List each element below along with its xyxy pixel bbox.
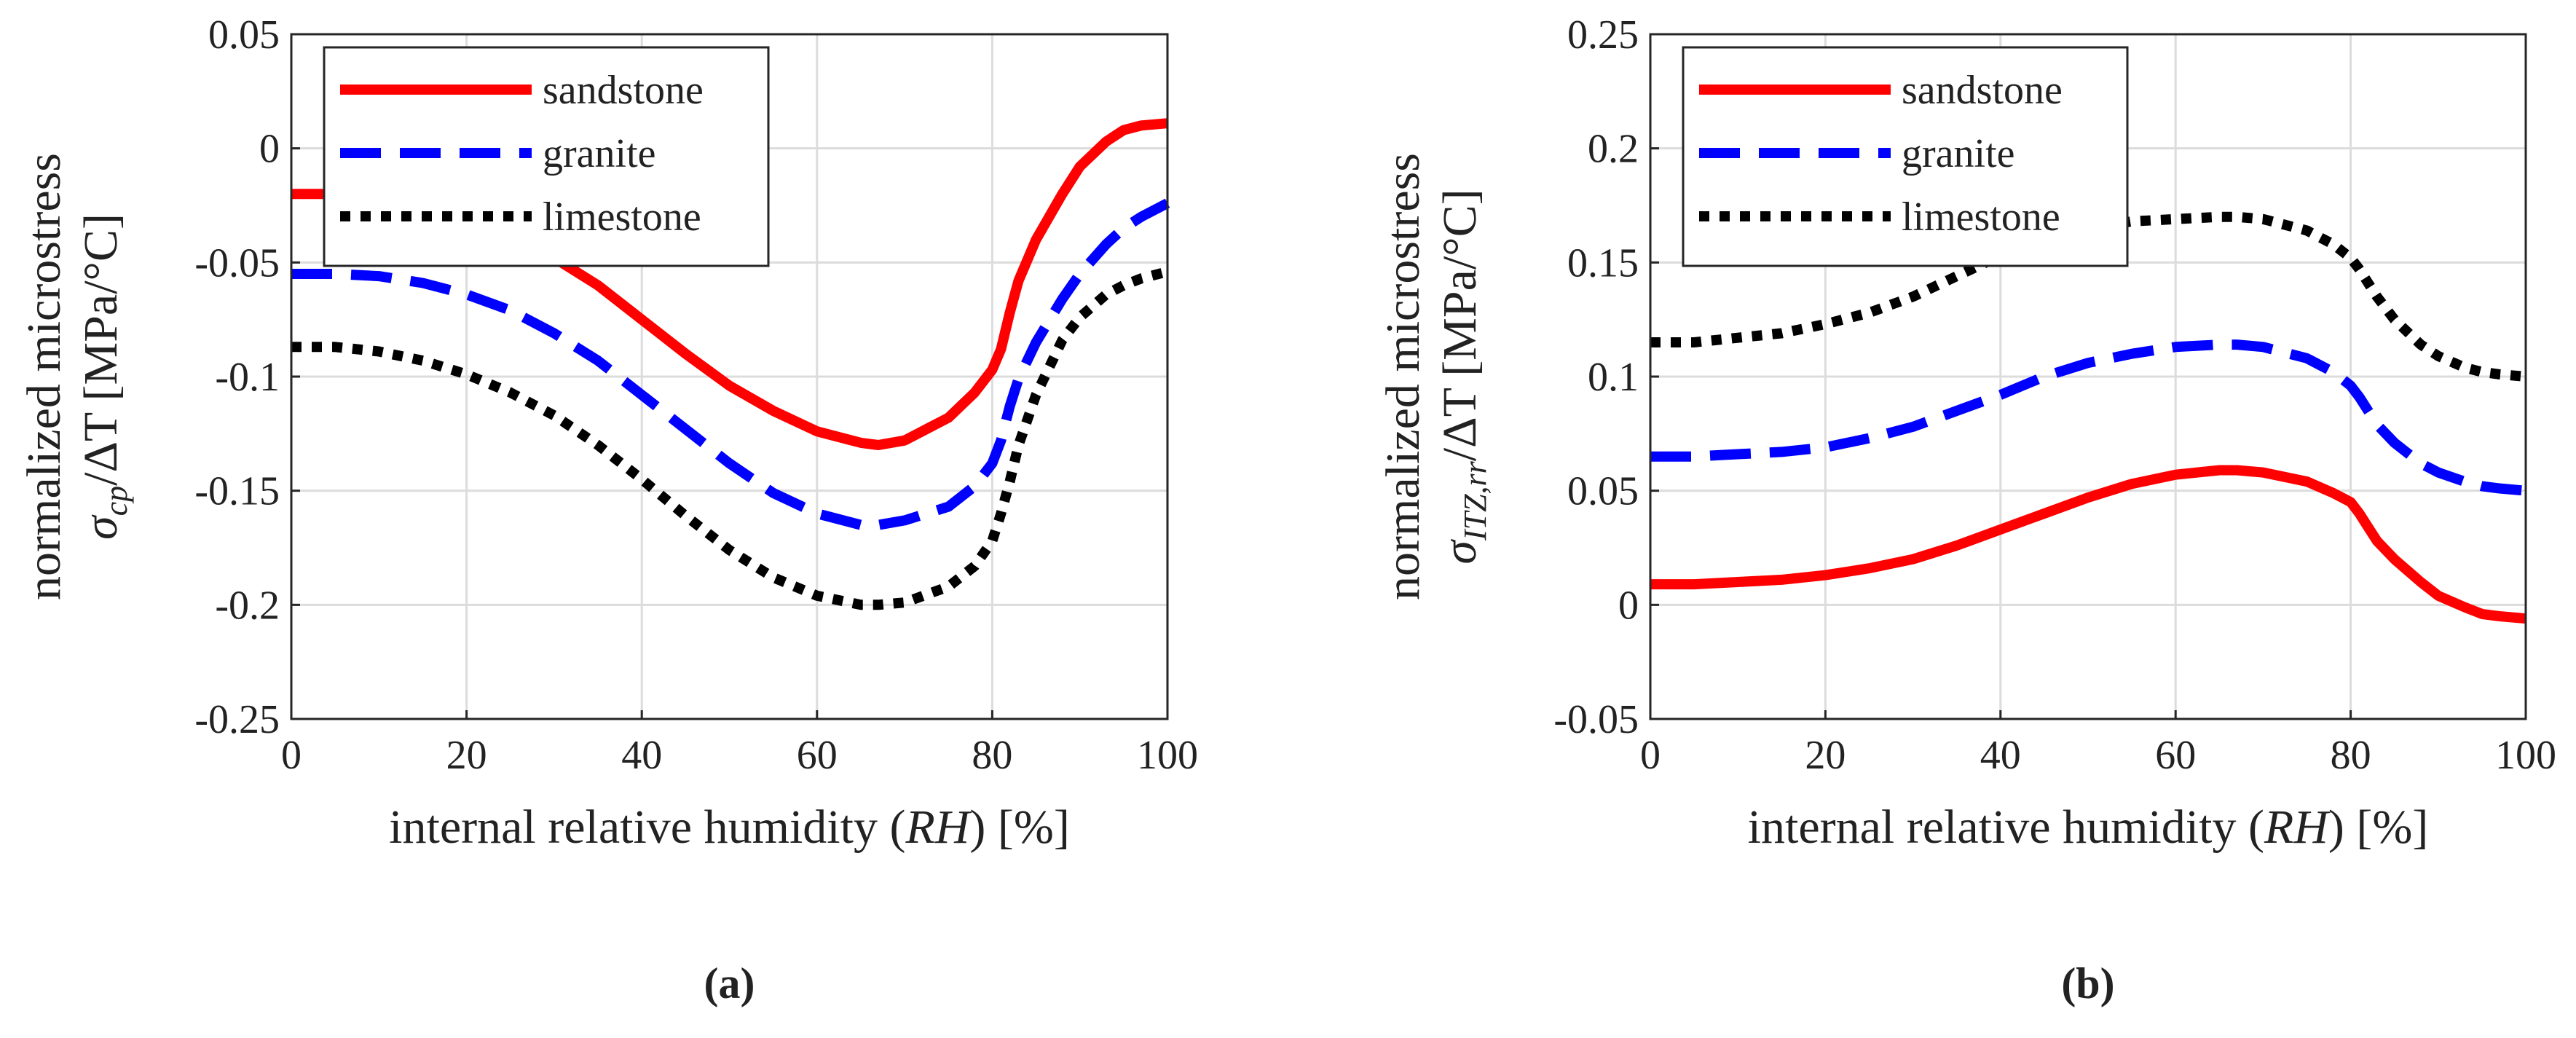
chart-a-y-tick-label: -0.15: [194, 469, 280, 514]
chart-b-y-axis-label-line1: normalized microstress: [1376, 153, 1430, 600]
chart-a-x-axis-label: internal relative humidity (RH) [%]: [389, 801, 1070, 854]
chart-a-legend: sandstone granite limestone: [323, 46, 770, 267]
chart-panel-a: 0 20 40 60 80 100 -0.25 -0.2 -0.15 -0.1 -0.05 0 0.05…: [17, 12, 1198, 1007]
chart-b-y-tick-label: -0.05: [1553, 697, 1639, 742]
chart-a-y-axis-label-line1: normalized microstress: [17, 153, 71, 600]
chart-b-y-tick-label: 0.05: [1567, 469, 1639, 514]
chart-a-legend-label-sandstone: sandstone: [543, 68, 704, 113]
chart-b-y-tick-label: 0.1: [1588, 355, 1639, 400]
chart-b-legend-label-sandstone: sandstone: [1902, 68, 2063, 113]
chart-a-x-tick-label: 20: [446, 733, 487, 778]
chart-a-y-tick-label: -0.1: [215, 355, 280, 400]
chart-b-series-limestone: [1650, 211, 2526, 382]
chart-a-series-limestone: [291, 267, 1169, 610]
chart-a-y-tick-label: -0.05: [194, 240, 280, 286]
chart-a-y-tick-label: 0.05: [208, 12, 280, 58]
chart-b-x-tick-label: 0: [1640, 733, 1661, 778]
chart-a-legend-box: [323, 46, 770, 267]
chart-b-legend-label-granite: granite: [1902, 131, 2014, 176]
chart-a-x-tick-label: 60: [797, 733, 838, 778]
chart-b-series-granite: [1650, 339, 2526, 496]
chart-a-series-granite: [291, 198, 1170, 530]
chart-b-x-tick-label: 20: [1805, 733, 1846, 778]
chart-b-y-tick-label: 0.25: [1567, 12, 1639, 58]
chart-b-x-tick-label: 80: [2331, 733, 2371, 778]
chart-a-y-tick-label: -0.25: [194, 697, 280, 742]
chart-a-legend-label-granite: granite: [543, 131, 655, 176]
chart-a-subfigure-label: (a): [704, 959, 755, 1007]
chart-b-legend-box: [1682, 46, 2129, 267]
chart-b-series-sandstone: [1650, 465, 2526, 624]
chart-b-legend-label-limestone: limestone: [1902, 194, 2060, 240]
chart-a-x-tick-label: 40: [621, 733, 662, 778]
chart-a-x-tick-label: 100: [1137, 733, 1198, 778]
chart-panel-b: 0 20 40 60 80 100-0.0500.050.10.150.20.25inte…: [1376, 12, 2556, 1007]
chart-a-y-axis-label-line2: σcp/ΔT [MPa/°C]: [74, 213, 134, 540]
chart-b-y-axis-label-line2: σITZ,rr/ΔT [MPa/°C]: [1433, 189, 1493, 564]
chart-a-y-tick-label: -0.2: [215, 583, 280, 628]
chart-b-legend: sandstone granite limestone: [1682, 46, 2129, 267]
chart-b-x-tick-label: 40: [1980, 733, 2021, 778]
chart-b-y-tick-label: 0: [1618, 583, 1639, 628]
chart-b-x-axis-label: internal relative humidity (RH) [%]: [1748, 801, 2429, 854]
chart-a-x-tick-label: 0: [281, 733, 302, 778]
chart-b-y-tick-label: 0.2: [1588, 127, 1639, 172]
chart-b-x-tick-label: 60: [2155, 733, 2196, 778]
chart-a-x-tick-label: 80: [972, 733, 1012, 778]
chart-a-legend-label-limestone: limestone: [543, 194, 701, 240]
chart-a-y-tick-label: 0: [259, 127, 280, 172]
chart-b-x-tick-label: 100: [2495, 733, 2556, 778]
chart-b-subfigure-label: (b): [2061, 959, 2114, 1007]
chart-b-y-tick-label: 0.15: [1567, 240, 1639, 286]
